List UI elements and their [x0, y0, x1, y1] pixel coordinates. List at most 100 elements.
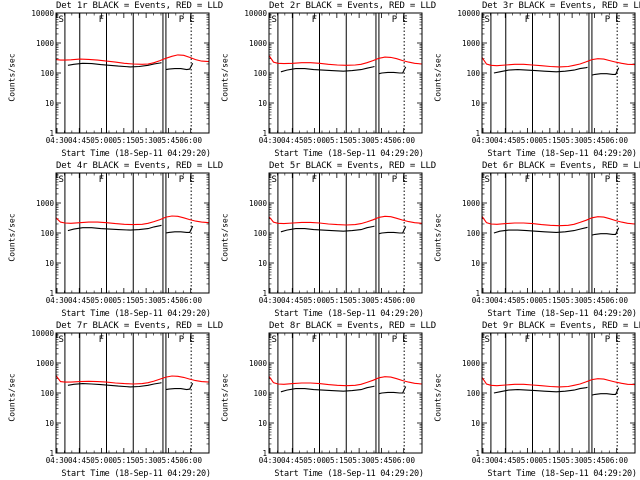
y-tick-label: 1 — [475, 289, 480, 298]
series-events-line — [493, 66, 588, 74]
y-tick-label: 1000 — [36, 359, 55, 368]
time-marker-label: E — [402, 335, 407, 345]
x-tick-label: 06:00 — [605, 296, 628, 305]
time-marker-label: F — [99, 335, 104, 345]
x-axis-label: Start Time (18-Sep-11 04:29:20) — [61, 309, 211, 319]
chart-title: Det 6r BLACK = Events, RED = LLD — [482, 161, 640, 171]
x-tick-label: 06:00 — [179, 296, 202, 305]
series-lld-line — [268, 55, 423, 66]
y-tick-label: 10 — [45, 419, 55, 428]
chart-panel: Det 9r BLACK = Events, RED = LLD Start Ti… — [426, 320, 640, 480]
time-marker-label: P — [605, 335, 611, 345]
y-tick-label: 1 — [475, 129, 480, 138]
x-tick-label: 06:00 — [179, 136, 202, 145]
x-axis-label: Start Time (18-Sep-11 04:29:20) — [487, 309, 637, 319]
y-tick-label: 10 — [258, 259, 268, 268]
y-tick-label: 10 — [258, 99, 268, 108]
x-tick-label: 05:30 — [348, 296, 371, 305]
series-events-line — [165, 63, 194, 71]
chart-panel: Det 7r BLACK = Events, RED = LLD Start Ti… — [0, 320, 224, 480]
time-marker-label: S — [271, 15, 276, 25]
y-tick-label: 1000 — [249, 199, 268, 208]
x-axis-label: Start Time (18-Sep-11 04:29:20) — [274, 149, 424, 159]
series-events-line — [67, 62, 162, 68]
time-marker-label: S — [484, 15, 489, 25]
x-tick-label: 05:00 — [516, 136, 539, 145]
plot-frame — [268, 332, 423, 454]
x-tick-label: 04:45 — [68, 456, 91, 465]
x-tick-label: 05:00 — [90, 456, 113, 465]
x-tick-label: 05:30 — [135, 456, 158, 465]
time-marker-label: S — [271, 335, 276, 345]
x-axis-label: Start Time (18-Sep-11 04:29:20) — [274, 309, 424, 319]
y-tick-label: 1 — [262, 129, 267, 138]
chart-panel: Det 6r BLACK = Events, RED = LLD Start Ti… — [426, 160, 640, 320]
time-marker-label: E — [189, 15, 194, 25]
x-tick-label: 05:15 — [326, 296, 349, 305]
chart-canvas: 10000 1000 100 10 104:30 04:45 05:00 05:15 05:30… — [244, 9, 423, 145]
series-lld-line — [55, 54, 210, 65]
y-tick-label: 100 — [253, 229, 267, 238]
time-marker-label: P — [392, 175, 398, 185]
chart-panel: Det 3r BLACK = Events, RED = LLD Start Ti… — [426, 0, 640, 160]
y-tick-label: 1 — [49, 449, 54, 458]
chart-canvas: 1000 100 10 104:30 04:45 05:00 05:15 05:30 05:45… — [36, 172, 210, 305]
series-events-line — [493, 226, 588, 234]
plot-frame — [481, 12, 636, 134]
y-tick-label: 1000 — [462, 199, 481, 208]
x-tick-label: 05:00 — [516, 456, 539, 465]
y-tick-label: 100 — [253, 69, 267, 78]
time-marker-label: F — [312, 335, 317, 345]
time-marker-label: E — [189, 175, 194, 185]
time-marker-label: P — [392, 15, 398, 25]
x-tick-label: 04:30 — [46, 136, 69, 145]
x-tick-label: 06:00 — [605, 136, 628, 145]
series-lld-line — [481, 377, 636, 388]
series-lld-line — [55, 375, 210, 385]
x-tick-label: 05:45 — [157, 136, 180, 145]
y-tick-label: 100 — [253, 389, 267, 398]
time-marker-label: E — [615, 335, 620, 345]
chart-panel: Det 5r BLACK = Events, RED = LLD Start Ti… — [213, 160, 437, 320]
x-tick-label: 05:15 — [326, 136, 349, 145]
y-tick-label: 10 — [471, 419, 481, 428]
time-marker-label: S — [58, 335, 63, 345]
series-lld-line — [481, 215, 636, 227]
series-events-line — [67, 382, 162, 388]
x-tick-label: 05:30 — [561, 296, 584, 305]
x-tick-label: 04:30 — [46, 456, 69, 465]
x-tick-label: 04:30 — [472, 456, 495, 465]
y-tick-label: 1 — [49, 289, 54, 298]
time-marker-label: F — [99, 175, 104, 185]
time-marker-label: F — [525, 175, 530, 185]
chart-title: Det 7r BLACK = Events, RED = LLD — [56, 321, 223, 331]
x-tick-label: 05:45 — [583, 136, 606, 145]
y-tick-label: 10 — [471, 99, 481, 108]
plot-frame — [481, 332, 636, 454]
y-tick-label: 10000 — [457, 9, 480, 18]
chart-canvas: 1000 100 10 104:30 04:45 05:00 05:15 05:30 05:45… — [462, 332, 636, 465]
time-marker-label: S — [484, 175, 489, 185]
series-lld-line — [481, 57, 636, 68]
chart-title: Det 5r BLACK = Events, RED = LLD — [269, 161, 436, 171]
series-events-line — [378, 386, 407, 395]
series-events-line — [165, 225, 194, 234]
x-tick-label: 04:45 — [281, 296, 304, 305]
time-marker-label: S — [271, 175, 276, 185]
time-marker-label: S — [484, 335, 489, 345]
x-tick-label: 05:15 — [539, 296, 562, 305]
series-events-line — [591, 227, 620, 236]
series-events-line — [378, 226, 407, 235]
time-marker-label: S — [58, 175, 63, 185]
chart-title: Det 9r BLACK = Events, RED = LLD — [482, 321, 640, 331]
time-marker-label: E — [402, 175, 407, 185]
plot-frame — [55, 172, 210, 294]
x-tick-label: 05:30 — [561, 456, 584, 465]
chart-panel: Det 8r BLACK = Events, RED = LLD Start Ti… — [213, 320, 437, 480]
x-tick-label: 06:00 — [179, 456, 202, 465]
x-tick-label: 05:30 — [561, 136, 584, 145]
plot-frame — [268, 172, 423, 294]
y-tick-label: 10 — [45, 99, 55, 108]
time-marker-label: P — [605, 175, 611, 185]
